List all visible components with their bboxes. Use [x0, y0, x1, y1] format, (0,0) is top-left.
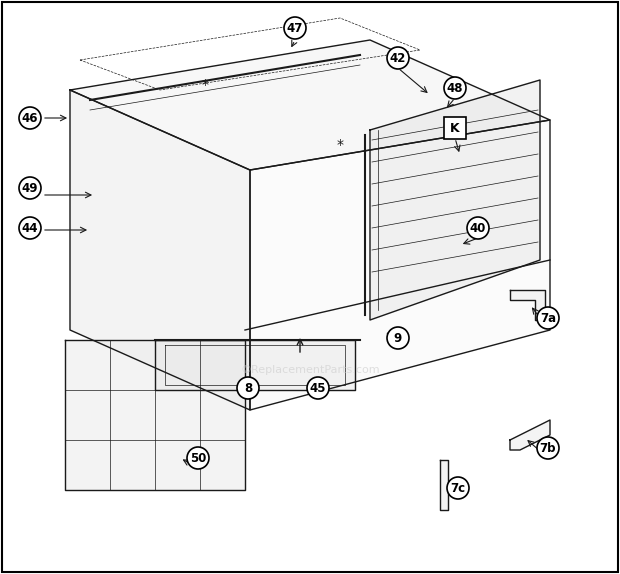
- Polygon shape: [70, 90, 250, 410]
- Circle shape: [307, 377, 329, 399]
- FancyBboxPatch shape: [444, 117, 466, 139]
- Text: 49: 49: [22, 181, 38, 195]
- Circle shape: [19, 177, 41, 199]
- Polygon shape: [510, 290, 545, 320]
- Text: K: K: [450, 122, 460, 134]
- Text: *: *: [202, 78, 208, 92]
- Text: 42: 42: [390, 52, 406, 64]
- Circle shape: [467, 217, 489, 239]
- Circle shape: [444, 77, 466, 99]
- Polygon shape: [510, 420, 550, 450]
- Polygon shape: [70, 40, 550, 170]
- Circle shape: [387, 47, 409, 69]
- Polygon shape: [65, 340, 245, 490]
- Circle shape: [387, 327, 409, 349]
- Circle shape: [19, 217, 41, 239]
- Circle shape: [537, 437, 559, 459]
- Text: 7c: 7c: [451, 482, 466, 494]
- Circle shape: [19, 107, 41, 129]
- Polygon shape: [370, 80, 540, 320]
- Polygon shape: [440, 460, 448, 510]
- Text: 46: 46: [22, 111, 38, 125]
- Polygon shape: [250, 120, 550, 410]
- Text: 7b: 7b: [540, 441, 556, 455]
- Text: 44: 44: [22, 222, 38, 235]
- Text: ©ReplacementParts.com: ©ReplacementParts.com: [240, 365, 380, 375]
- Polygon shape: [155, 340, 355, 390]
- Text: 48: 48: [447, 82, 463, 95]
- Text: 45: 45: [310, 382, 326, 394]
- Text: 7a: 7a: [540, 312, 556, 324]
- Text: *: *: [337, 138, 343, 152]
- Circle shape: [284, 17, 306, 39]
- Text: 50: 50: [190, 452, 206, 464]
- Text: 40: 40: [470, 222, 486, 235]
- Circle shape: [237, 377, 259, 399]
- Circle shape: [447, 477, 469, 499]
- Circle shape: [187, 447, 209, 469]
- Text: 8: 8: [244, 382, 252, 394]
- Circle shape: [537, 307, 559, 329]
- Text: 9: 9: [394, 332, 402, 344]
- Text: 47: 47: [287, 21, 303, 34]
